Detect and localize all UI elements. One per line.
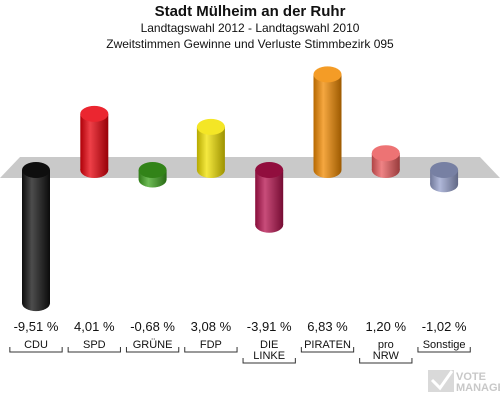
bar-die-linke xyxy=(255,162,284,233)
category-label: PIRATEN xyxy=(304,339,351,351)
value-label: -1,02 % xyxy=(422,319,467,334)
value-label: -0,68 % xyxy=(130,319,175,334)
bars-group xyxy=(22,66,459,312)
value-label: 6,83 % xyxy=(307,319,348,334)
bar-cdu xyxy=(22,162,50,312)
category-bracket xyxy=(417,347,471,353)
bar-piraten xyxy=(313,66,342,178)
category-label: Sonstige xyxy=(423,339,466,351)
category-bracket xyxy=(67,347,121,353)
category-label: LINKE xyxy=(253,350,285,362)
chart-subtitle: Landtagswahl 2012 - Landtagswahl 2010 xyxy=(140,21,360,35)
bar-spd xyxy=(80,105,109,178)
chart-subtitle-2: Zweitstimmen Gewinne und Verluste Stimmb… xyxy=(106,37,394,51)
bar-gr-ne xyxy=(138,162,167,188)
chart-title: Stadt Mülheim an der Ruhr xyxy=(154,3,346,20)
value-label: 1,20 % xyxy=(366,319,407,334)
value-label: -9,51 % xyxy=(14,319,59,334)
category-bracket xyxy=(125,347,180,353)
bar-pro-nrw xyxy=(371,145,400,178)
category-bracket xyxy=(300,347,355,353)
category-bracket xyxy=(359,358,413,364)
category-label: CDU xyxy=(24,339,48,351)
category-bracket xyxy=(9,347,63,353)
watermark-text: VOTEMANAGER xyxy=(456,371,500,394)
category-label: NRW xyxy=(373,350,400,362)
value-labels-group: -9,51 % 4,01 % -0,68 % 3,08 % -3,91 % 6,83 % 1… xyxy=(14,319,467,334)
bar-fdp xyxy=(196,118,225,178)
zero-baseline-band xyxy=(0,157,500,178)
value-label: 3,08 % xyxy=(191,319,232,334)
category-label: pro xyxy=(378,339,394,351)
value-label: 4,01 % xyxy=(74,319,115,334)
category-bracket xyxy=(184,347,238,353)
check-icon xyxy=(428,370,454,392)
watermark-logo: VOTEMANAGER xyxy=(428,370,500,394)
category-label: GRÜNE xyxy=(133,339,173,351)
category-label: DIE xyxy=(260,339,278,351)
bar-sonstige xyxy=(430,162,459,193)
category-label: SPD xyxy=(83,339,106,351)
value-label: -3,91 % xyxy=(247,319,292,334)
category-bracket xyxy=(242,358,296,364)
category-label: FDP xyxy=(200,339,222,351)
